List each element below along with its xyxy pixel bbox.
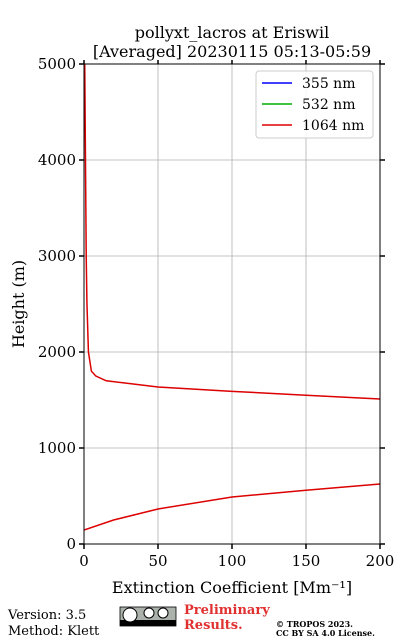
y-axis-label: Height (m) — [9, 260, 28, 348]
legend-box — [255, 70, 374, 139]
chart-title: pollyxt_lacros at Eriswil — [135, 23, 329, 42]
legend: 355 nm 532 nm 1064 nm — [262, 76, 364, 134]
y-tick-label: 4000 — [38, 151, 76, 169]
y-tick-label: 2000 — [38, 343, 76, 361]
method: Method: Klett — [8, 624, 100, 639]
version: Version: 3.5 — [7, 608, 86, 623]
legend-label: 1064 nm — [302, 118, 364, 134]
x-tick-label: 150 — [292, 552, 321, 570]
x-tick-label: 200 — [366, 552, 395, 570]
notice: Preliminary — [184, 603, 270, 618]
legend-label: 532 nm — [302, 97, 355, 113]
x-tick-label: 0 — [79, 552, 89, 570]
x-axis-label: Extinction Coefficient [Mm⁻¹] — [112, 578, 352, 597]
plot-lines — [84, 64, 380, 531]
y-tick-label: 3000 — [38, 247, 76, 265]
y-tick-label: 1000 — [38, 439, 76, 457]
profile-line — [84, 64, 380, 531]
chart-subtitle: [Averaged] 20230115 05:13-05:59 — [93, 42, 371, 61]
notice: Results. — [184, 618, 243, 633]
x-tick-label: 50 — [148, 552, 167, 570]
copyright: CC BY SA 4.0 License. — [276, 628, 375, 638]
y-tick-label: 0 — [66, 535, 76, 553]
y-tick-label: 5000 — [38, 55, 76, 73]
cc-logo — [119, 606, 177, 627]
legend-label: 355 nm — [302, 76, 355, 92]
copyright: © TROPOS 2023. — [276, 619, 353, 629]
x-tick-label: 100 — [218, 552, 247, 570]
